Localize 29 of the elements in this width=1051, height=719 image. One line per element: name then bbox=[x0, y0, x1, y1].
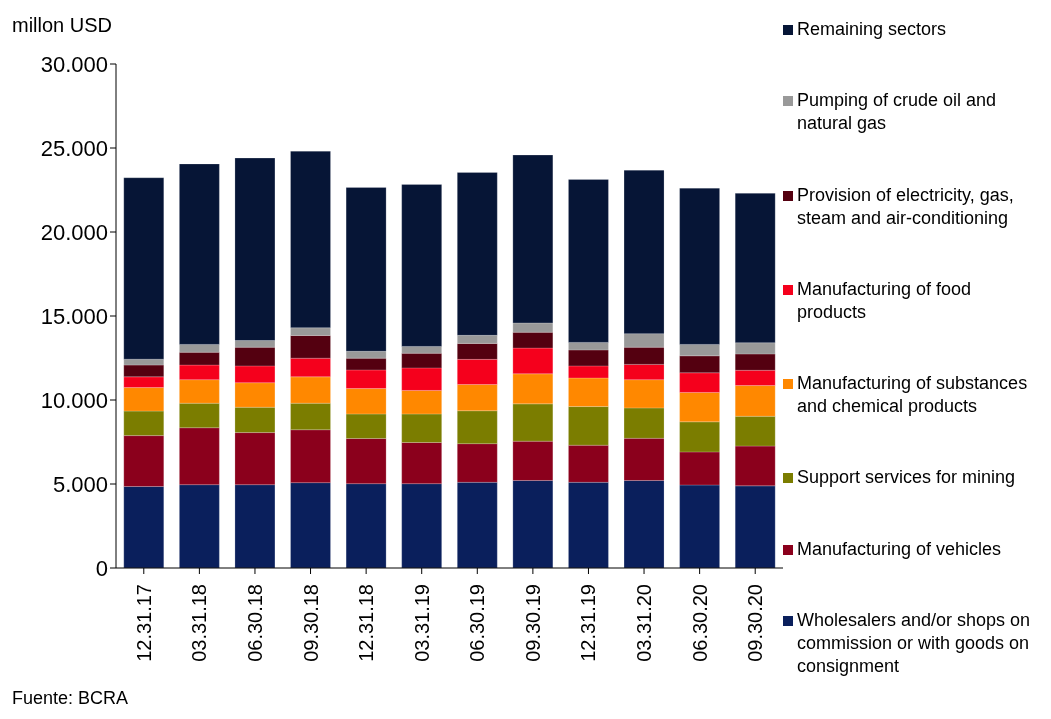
x-tick-label: 06.30.19 bbox=[466, 584, 489, 662]
y-tick-label: 25.000 bbox=[40, 135, 108, 161]
x-tick-label: 12.31.18 bbox=[355, 584, 378, 662]
x-tick-label: 09.30.18 bbox=[299, 584, 322, 662]
legend-label: Manufacturing of vehicles bbox=[797, 537, 1002, 561]
x-tick-label: 03.31.18 bbox=[188, 584, 211, 662]
y-tick-label: 5.000 bbox=[52, 471, 108, 497]
x-tick-label: 03.31.20 bbox=[633, 584, 656, 662]
legend-label: Manufacturing of food products bbox=[797, 277, 973, 324]
x-tick-label: 12.31.17 bbox=[132, 584, 155, 662]
x-tick-label: 06.30.20 bbox=[688, 584, 711, 662]
x-tick-label: 06.30.18 bbox=[243, 584, 266, 662]
y-tick-label: 0 bbox=[95, 555, 108, 581]
x-tick-label: 09.30.19 bbox=[521, 584, 544, 662]
y-tick-label: 20.000 bbox=[40, 219, 108, 245]
source-note: Fuente: BCRA bbox=[12, 688, 129, 709]
legend-label: Provision of electricity, gas, steam and air-conditioning bbox=[797, 183, 1015, 230]
legend-label: Support services for mining bbox=[797, 466, 1016, 490]
y-axis-title: millon USD bbox=[12, 14, 113, 37]
y-tick-label: 15.000 bbox=[40, 303, 108, 329]
x-tick-label: 03.31.19 bbox=[410, 584, 433, 662]
legend-label: Manufacturing of substances and chemical products bbox=[797, 372, 1029, 419]
y-tick-label: 30.000 bbox=[40, 51, 108, 77]
legend-label: Wholesalers and/or shops on commission or with goods on consignment bbox=[797, 608, 1032, 678]
legend-label: Pumping of crude oil and natural gas bbox=[797, 89, 998, 136]
y-tick-label: 10.000 bbox=[40, 387, 108, 413]
x-tick-label: 09.30.20 bbox=[744, 584, 767, 662]
legend-label: Remaining sectors bbox=[797, 18, 947, 41]
x-tick-label: 12.31.19 bbox=[577, 584, 600, 662]
